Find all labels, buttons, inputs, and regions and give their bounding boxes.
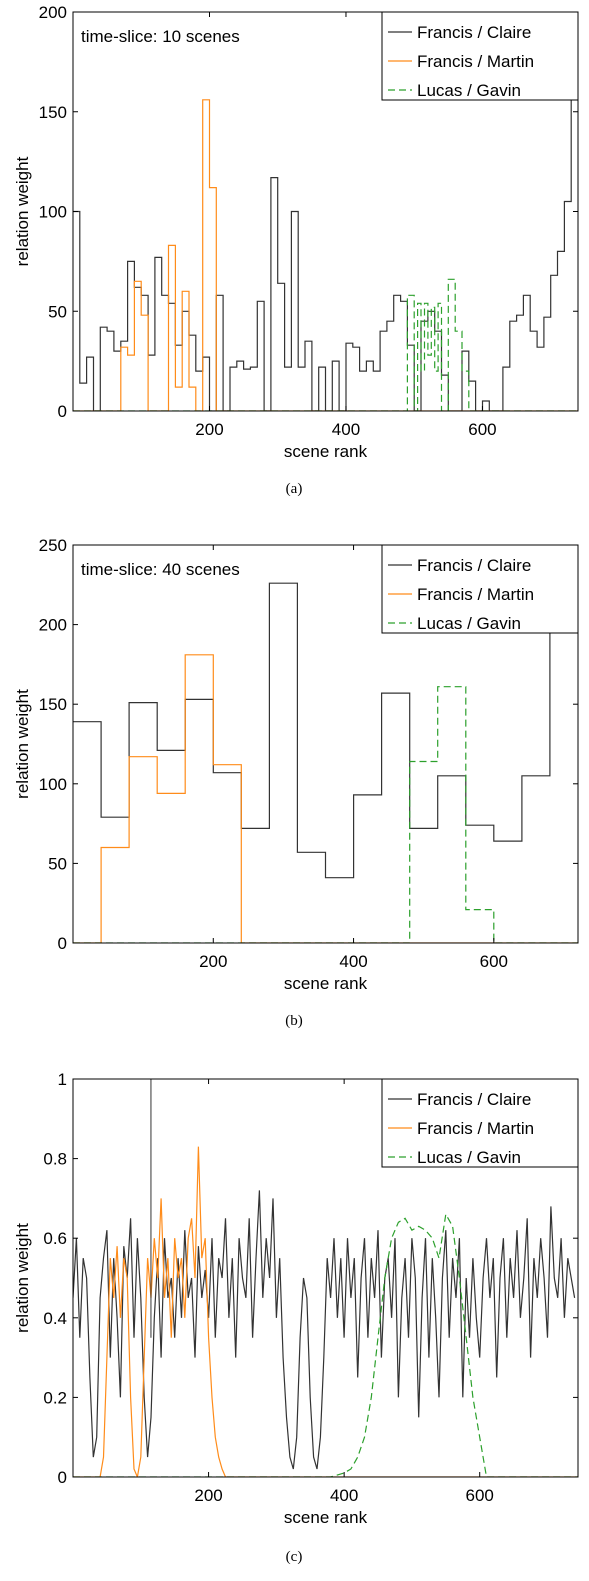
x-tick-label: 400 (330, 1486, 358, 1505)
y-tick-label: 150 (39, 695, 67, 714)
x-tick-label: 400 (339, 952, 367, 971)
x-tick-label: 600 (466, 1486, 494, 1505)
series-line-1 (73, 1190, 576, 1470)
y-tick-label: 1 (58, 1070, 67, 1089)
legend-box (381, 11, 579, 101)
panel-caption: (a) (286, 481, 303, 497)
legend: Francis / Claire Francis / Martin Lucas / … (381, 11, 579, 101)
y-tick-label: 0 (58, 1468, 67, 1487)
legend-entry: Francis / Martin (417, 52, 534, 71)
series-line-2 (73, 654, 578, 943)
legend-entry: Francis / Martin (417, 1119, 534, 1138)
series-line-1 (73, 81, 578, 411)
y-tick-label: 0.6 (43, 1229, 67, 1248)
y-tick-label: 150 (39, 103, 67, 122)
x-tick-label: 200 (195, 420, 223, 439)
legend-box (381, 544, 579, 634)
legend-box (381, 1078, 579, 1168)
x-tick-label: 400 (332, 420, 360, 439)
series-line-2 (73, 1146, 578, 1477)
y-axis-label: relation weight (13, 689, 32, 799)
y-tick-label: 0.4 (43, 1309, 67, 1328)
y-tick-label: 0.8 (43, 1150, 67, 1169)
axes-box (72, 1078, 579, 1478)
legend-entry: Lucas / Gavin (417, 1148, 521, 1167)
y-axis-label: relation weight (13, 156, 32, 266)
plot-area (73, 1079, 578, 1477)
y-tick-label: 50 (48, 302, 67, 321)
legend-entry: Francis / Martin (417, 585, 534, 604)
time-slice-annotation: time-slice: 10 scenes (81, 27, 240, 46)
legend: Francis / Claire Francis / Martin Lucas / … (381, 544, 579, 634)
series-line-2 (73, 99, 578, 411)
y-tick-label: 50 (48, 854, 67, 873)
x-axis-label: scene rank (284, 1508, 368, 1527)
chart-panel-1: 0 50 100 150 200 200 400 600 scene rank relation … (13, 3, 579, 497)
y-axis-label: relation weight (13, 1223, 32, 1333)
plot-area (73, 81, 578, 411)
series-line-3 (73, 686, 578, 943)
y-tick-label: 0 (58, 934, 67, 953)
y-tick-label: 200 (39, 3, 67, 22)
chart-panel-2: 0 50 100 150 200 250 200 400 600 scene rank relati… (13, 536, 579, 1029)
x-tick-label: 600 (480, 952, 508, 971)
legend-entry: Francis / Claire (417, 23, 531, 42)
legend: Francis / Claire Francis / Martin Lucas / … (381, 1078, 579, 1168)
y-tick-label: 100 (39, 203, 67, 222)
plot-area (73, 582, 578, 943)
y-tick-label: 200 (39, 616, 67, 635)
legend-entry: Francis / Claire (417, 1090, 531, 1109)
series-line-1 (73, 582, 578, 879)
y-tick-label: 0 (58, 402, 67, 421)
series-line-3 (73, 278, 578, 411)
y-tick-label: 0.2 (43, 1388, 67, 1407)
chart-panel-3: 0 0.2 0.4 0.6 0.8 1 200 400 600 scene rank relatio… (13, 1070, 579, 1565)
x-tick-label: 200 (199, 952, 227, 971)
legend-entry: Lucas / Gavin (417, 614, 521, 633)
x-axis-label: scene rank (284, 974, 368, 993)
x-tick-label: 200 (194, 1486, 222, 1505)
x-axis-label: scene rank (284, 442, 368, 461)
time-slice-annotation: time-slice: 40 scenes (81, 560, 240, 579)
axes-box (72, 544, 579, 944)
panel-caption: (b) (285, 1013, 303, 1029)
x-tick-label: 600 (468, 420, 496, 439)
panel-caption: (c) (286, 1549, 303, 1565)
legend-entry: Francis / Claire (417, 556, 531, 575)
legend-entry: Lucas / Gavin (417, 81, 521, 100)
y-tick-label: 100 (39, 775, 67, 794)
y-tick-label: 250 (39, 536, 67, 555)
